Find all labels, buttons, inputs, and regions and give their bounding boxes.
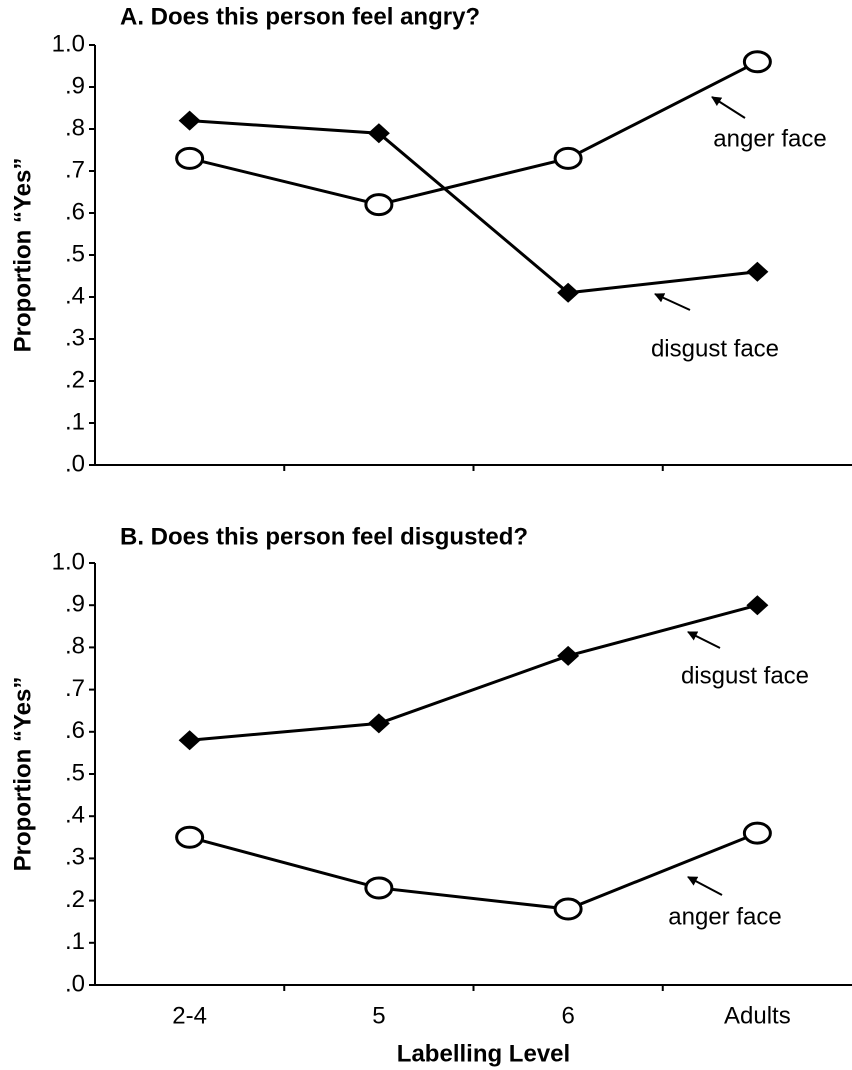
y-tick-label: .6 bbox=[65, 198, 85, 225]
series-line bbox=[189, 831, 758, 911]
series-label: disgust face bbox=[681, 662, 809, 689]
y-tick-label: .7 bbox=[65, 675, 85, 702]
y-tick-label: .3 bbox=[65, 324, 85, 351]
y-tick-label: 1.0 bbox=[52, 548, 85, 575]
y-tick-label: 1.0 bbox=[52, 30, 85, 57]
x-tick-label: 5 bbox=[372, 1002, 385, 1029]
marker-diamond bbox=[557, 645, 580, 666]
arrows bbox=[654, 96, 746, 896]
y-tick-label: .9 bbox=[65, 591, 85, 618]
series-label: anger face bbox=[713, 125, 826, 152]
marker-diamond bbox=[367, 713, 390, 734]
y-tick-label: .7 bbox=[65, 156, 85, 183]
arrow bbox=[687, 631, 721, 649]
y-tick-label: .4 bbox=[65, 282, 85, 309]
x-tick-label: 2-4 bbox=[172, 1002, 207, 1029]
y-tick-label: .2 bbox=[65, 366, 85, 393]
series-line bbox=[189, 603, 758, 742]
marker-diamond bbox=[178, 110, 201, 131]
series-label: disgust face bbox=[651, 335, 779, 362]
arrow bbox=[687, 876, 723, 896]
marker-diamond bbox=[746, 595, 769, 616]
y-tick-label: .3 bbox=[65, 844, 85, 871]
y-axis-title: Proportion “Yes” bbox=[9, 158, 36, 353]
arrow bbox=[654, 293, 691, 311]
marker-diamond bbox=[557, 282, 580, 303]
chart-title: A. Does this person feel angry? bbox=[120, 3, 480, 30]
series-label: anger face bbox=[668, 903, 781, 930]
series-line bbox=[189, 119, 758, 295]
y-tick-label: .5 bbox=[65, 240, 85, 267]
x-tick-label: Adults bbox=[724, 1002, 791, 1029]
x-tick-label: 6 bbox=[561, 1002, 574, 1029]
marker-circle bbox=[364, 876, 394, 900]
marker-circle bbox=[742, 50, 772, 74]
chart-title: B. Does this person feel disgusted? bbox=[120, 523, 528, 550]
marker-circle bbox=[742, 821, 772, 845]
y-tick-label: .8 bbox=[65, 633, 85, 660]
y-tick-label: .1 bbox=[65, 928, 85, 955]
y-tick-label: .1 bbox=[65, 408, 85, 435]
marker-circle bbox=[175, 146, 205, 170]
y-tick-label: .6 bbox=[65, 717, 85, 744]
marker-diamond bbox=[178, 730, 201, 751]
y-axis-title: Proportion “Yes” bbox=[9, 677, 36, 872]
marker-diamond bbox=[367, 123, 390, 144]
y-tick-label: .9 bbox=[65, 72, 85, 99]
y-tick-label: .2 bbox=[65, 886, 85, 913]
y-tick-label: .0 bbox=[65, 970, 85, 997]
marker-circle bbox=[364, 193, 394, 217]
arrow bbox=[711, 96, 746, 119]
x-axis-title: Labelling Level bbox=[397, 1040, 570, 1067]
marker-circle bbox=[553, 897, 583, 921]
y-tick-label: .0 bbox=[65, 450, 85, 477]
marker-diamond bbox=[746, 261, 769, 282]
y-tick-label: .5 bbox=[65, 759, 85, 786]
marker-circle bbox=[553, 146, 583, 170]
series-line bbox=[189, 60, 759, 207]
y-tick-label: .4 bbox=[65, 802, 85, 829]
y-tick-label: .8 bbox=[65, 114, 85, 141]
marker-circle bbox=[175, 825, 205, 849]
